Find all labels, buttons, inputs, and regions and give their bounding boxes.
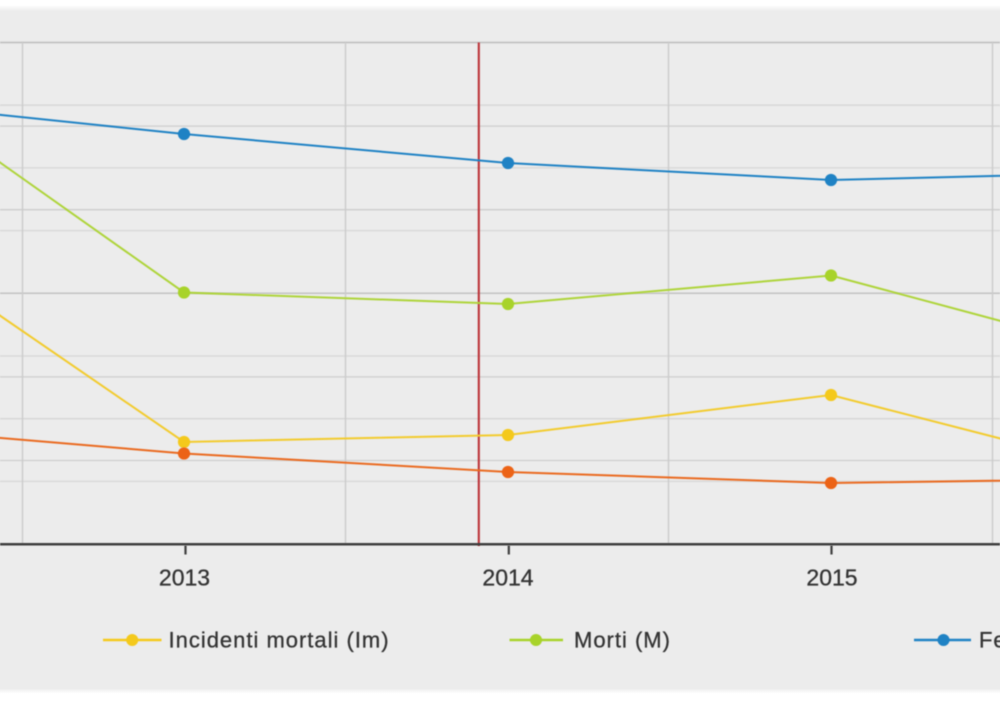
svg-text:2015: 2015	[806, 565, 857, 591]
svg-text:Incidenti mortali (Im): Incidenti mortali (Im)	[169, 628, 390, 653]
svg-text:2014: 2014	[482, 565, 533, 591]
svg-text:Morti (M): Morti (M)	[574, 628, 671, 653]
svg-text:2013: 2013	[159, 565, 210, 591]
svg-text:Feriti (F): Feriti (F)	[979, 628, 1000, 653]
